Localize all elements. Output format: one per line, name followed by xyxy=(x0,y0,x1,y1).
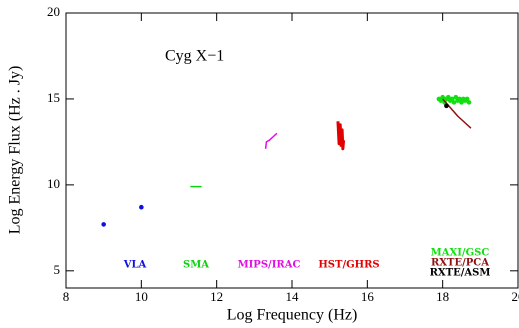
y-tick-label: 15 xyxy=(47,90,60,105)
series-label: SMA xyxy=(183,260,209,271)
series-label: MIPS/IRAC xyxy=(238,260,301,271)
data-point xyxy=(451,100,457,105)
series-label: MAXI/GSC xyxy=(431,248,490,259)
data-point xyxy=(453,94,459,100)
data-point xyxy=(444,103,449,109)
data-point xyxy=(438,98,444,103)
data-line xyxy=(442,98,472,129)
series-label: RXTE/ASM xyxy=(430,268,491,279)
data-point xyxy=(446,94,451,100)
x-tick-label: 8 xyxy=(63,289,70,304)
y-axis-label: Log Energy Flux (Hz . Jy) xyxy=(7,66,24,235)
data-point xyxy=(449,96,455,102)
annotation: Cyg X−1 xyxy=(165,48,224,65)
x-tick-label: 14 xyxy=(286,289,300,304)
y-tick-label: 5 xyxy=(54,262,61,277)
series-label: HST/GHRS xyxy=(318,260,379,271)
data-point xyxy=(459,100,464,105)
x-tick-label: 12 xyxy=(210,289,223,304)
data-point xyxy=(101,222,106,227)
series-label: RXTE/PCA xyxy=(431,258,489,269)
data-point xyxy=(464,96,470,102)
x-tick-label: 18 xyxy=(436,289,449,304)
y-tick-label: 20 xyxy=(47,4,60,19)
x-axis-label: Log Frequency (Hz) xyxy=(227,307,358,324)
data-point xyxy=(139,204,144,210)
x-tick-label: 16 xyxy=(361,289,375,304)
series-label: VLA xyxy=(123,260,147,271)
data-line xyxy=(264,132,278,149)
data-line xyxy=(336,121,346,151)
x-tick-label: 20 xyxy=(512,289,519,304)
data-point xyxy=(457,96,462,102)
y-tick-label: 10 xyxy=(47,176,60,191)
data-point xyxy=(440,94,445,100)
x-tick-label: 10 xyxy=(135,289,148,304)
data-point xyxy=(466,100,472,105)
